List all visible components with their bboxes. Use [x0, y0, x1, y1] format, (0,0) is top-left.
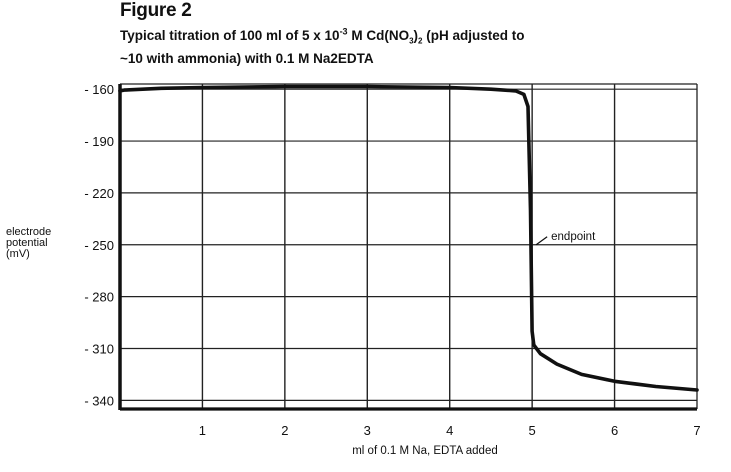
y-axis-label-line: potential: [6, 237, 48, 249]
x-tick-label: 3: [364, 423, 371, 438]
y-tick-label: - 280: [84, 290, 114, 305]
y-axis-label-line: (mV): [6, 248, 30, 260]
annotation-pointer: [535, 236, 548, 246]
y-axis-label-line: electrode: [6, 226, 52, 238]
figure-label: Figure 2: [120, 0, 192, 21]
y-tick-label: - 340: [84, 393, 114, 408]
plot-frame: [118, 83, 698, 411]
y-tick-label: - 190: [84, 134, 114, 149]
grid: [120, 84, 697, 409]
x-axis-label: ml of 0.1 M Na, EDTA added: [352, 445, 498, 457]
caption-line2: ~10 with ammonia) with 0.1 M Na2EDTA: [120, 51, 374, 67]
x-tick-label: 6: [611, 423, 618, 438]
x-tick-label: 7: [693, 423, 700, 438]
x-tick-label: 2: [281, 423, 288, 438]
annotations: endpoint: [535, 231, 596, 246]
caption-line1: Typical titration of 100 ml of 5 x 10-3 …: [120, 26, 525, 46]
titration-curve: [118, 84, 699, 392]
y-tick-label: - 310: [84, 341, 114, 356]
annotation-label: endpoint: [551, 231, 596, 243]
x-tick-label: 4: [446, 423, 453, 438]
y-axis-label: electrode potential (mV): [6, 227, 51, 260]
x-tick-label: 5: [529, 423, 536, 438]
y-ticks: - 160 - 190 - 220 - 250 - 280 - 310 - 340: [84, 82, 114, 408]
y-tick-label: - 250: [84, 238, 114, 253]
figure-caption: Typical titration of 100 ml of 5 x 10-3 …: [120, 22, 720, 68]
x-ticks: 1 2 3 4 5 6 7: [199, 423, 701, 438]
y-tick-label: - 160: [84, 82, 114, 97]
series: [118, 84, 699, 392]
y-tick-label: - 220: [84, 186, 114, 201]
x-tick-label: 1: [199, 423, 206, 438]
